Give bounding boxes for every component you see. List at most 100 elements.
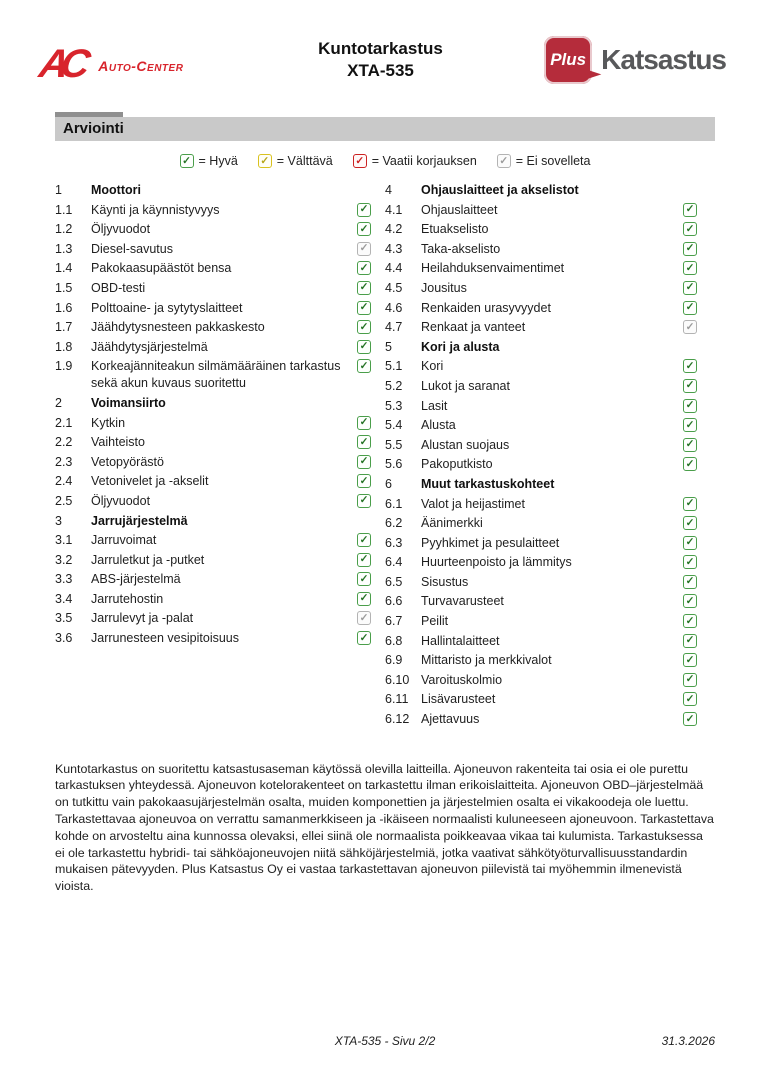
legend-label: = Ei sovelleta [515,154,591,168]
report-title-line1: Kuntotarkastus [318,39,443,58]
item-number: 3.1 [55,533,73,548]
legend-label: = Hyvä [198,154,238,168]
item-label: Jarrujärjestelmä [91,513,188,528]
checklist-row: 5.4 Alusta ✓ [385,417,697,434]
item-label: Mittaristo ja merkkivalot [421,653,552,668]
section-title: Arviointi [63,120,124,137]
checklist-row: 2.5 Öljyvuodot ✓ [55,493,371,510]
status-checkbox-good-icon: ✓ [357,572,371,587]
status-checkbox-good-icon: ✓ [683,359,697,374]
item-number: 1.9 [55,359,73,374]
item-number: 2.3 [55,454,73,469]
item-number: 4.1 [385,202,403,217]
item-label: Etuakselisto [421,222,489,237]
checklist-row: 3.2 Jarruletkut ja -putket ✓ [55,552,371,569]
item-label: Hallintalaitteet [421,633,500,648]
legend-checkbox-fair-icon: ✓ [257,154,272,168]
item-number: 3.3 [55,572,73,587]
item-number: 5.5 [385,437,403,452]
item-number: 6.4 [385,555,403,570]
item-number: 5.3 [385,398,403,413]
checklist-row: 1.4 Pakokaasupäästöt bensa ✓ [55,260,371,277]
plus-logo-tail-icon [583,63,602,80]
status-checkbox-good-icon: ✓ [683,535,697,550]
status-checkbox-good-icon: ✓ [357,300,371,315]
checklist-row: 1.3 Diesel-savutus ✓ [55,241,371,258]
page-footer: XTA-535 - Sivu 2/2 31.3.2026 [55,1034,715,1048]
item-number: 5 [385,339,392,354]
status-checkbox-good-icon: ✓ [683,574,697,589]
item-label: Korkeajänniteakun silmämääräinen tarkast… [91,359,341,391]
checklist-row: 4.4 Heilahduksenvaimentimet ✓ [385,260,697,277]
item-label: Renkaiden urasyvyydet [421,300,551,315]
status-checkbox-good-icon: ✓ [683,457,697,472]
item-number: 6.5 [385,574,403,589]
checklist-row: 5.1 Kori ✓ [385,358,697,375]
legend-item: ✓ = Ei sovelleta [496,154,591,168]
checklist-row: 4.6 Renkaiden urasyvyydet ✓ [385,300,697,317]
status-checkbox-good-icon: ✓ [357,320,371,335]
status-checkbox-good-icon: ✓ [683,633,697,648]
item-label: Peilit [421,614,449,629]
checklist-row: 1.9 Korkeajänniteakun silmämääräinen tark… [55,358,371,392]
status-checkbox-good-icon: ✓ [683,614,697,629]
checklist-row: 4.5 Jousitus ✓ [385,280,697,297]
status-checkbox-good-icon: ✓ [683,712,697,727]
item-number: 1.7 [55,320,73,335]
page-number: XTA-535 - Sivu 2/2 [334,1034,436,1048]
checklist-row: 4.3 Taka-akselisto ✓ [385,241,697,258]
checklist-row: 6.4 Huurteenpoisto ja lämmitys ✓ [385,554,697,571]
legend-checkbox-good-icon: ✓ [179,154,194,168]
status-checkbox-good-icon: ✓ [357,435,371,450]
status-checkbox-na-icon: ✓ [357,241,371,256]
item-number: 1.5 [55,280,73,295]
legend-item: ✓ = Hyvä [179,154,238,168]
item-number: 5.1 [385,359,403,374]
item-number: 6.7 [385,614,403,629]
status-checkbox-good-icon: ✓ [357,552,371,567]
section-header-row: 1 Moottori [55,182,371,199]
inspection-checklist: 1 Moottori 1.1 Käynti ja käynnistyvyys ✓ 1.2 Ö… [55,182,715,731]
status-checkbox-na-icon: ✓ [683,320,697,335]
item-label: Jäähdytysjärjestelmä [91,339,208,354]
checklist-row: 5.3 Lasit ✓ [385,398,697,415]
checklist-row: 6.9 Mittaristo ja merkkivalot ✓ [385,652,697,669]
item-number: 4.6 [385,300,403,315]
legend-label: = Vaatii korjauksen [371,154,477,168]
item-label: Jarrutehostin [91,591,164,606]
item-label: Jarrunesteen vesipitoisuus [91,631,239,646]
checklist-row: 1.8 Jäähdytysjärjestelmä ✓ [55,339,371,356]
item-number: 4.3 [385,241,403,256]
status-checkbox-good-icon: ✓ [683,261,697,276]
checklist-row: 6.11 Lisävarusteet ✓ [385,691,697,708]
item-number: 1.3 [55,241,73,256]
checklist-row: 2.2 Vaihteisto ✓ [55,434,371,451]
section-header-row: 5 Kori ja alusta [385,339,697,356]
status-checkbox-good-icon: ✓ [357,533,371,548]
checklist-row: 1.1 Käynti ja käynnistyvyys ✓ [55,202,371,219]
checklist-row: 3.3 ABS-järjestelmä ✓ [55,571,371,588]
item-number: 6.9 [385,653,403,668]
status-checkbox-good-icon: ✓ [357,474,371,489]
checklist-row: 4.2 Etuakselisto ✓ [385,221,697,238]
item-number: 3.6 [55,631,73,646]
checklist-row: 4.7 Renkaat ja vanteet ✓ [385,319,697,336]
item-number: 2.5 [55,493,73,508]
legend-item: ✓ = Välttävä [257,154,333,168]
checklist-row: 2.4 Vetonivelet ja -akselit ✓ [55,473,371,490]
item-label: Lisävarusteet [421,692,496,707]
item-label: Kori [421,359,444,374]
item-label: Jäähdytysnesteen pakkaskesto [91,320,265,335]
item-label: Öljyvuodot [91,222,151,237]
item-label: Vetopyörästö [91,454,164,469]
checklist-row: 1.2 Öljyvuodot ✓ [55,221,371,238]
status-checkbox-good-icon: ✓ [357,202,371,217]
item-number: 2.2 [55,435,73,450]
checklist-row: 1.5 OBD-testi ✓ [55,280,371,297]
legend-checkbox-na-icon: ✓ [496,154,511,168]
plus-logo-badge-icon: Plus [544,36,602,84]
item-label: Jarruletkut ja -putket [91,552,205,567]
item-label: Taka-akselisto [421,241,501,256]
auto-center-logo: AC Auto-Center [36,42,255,86]
checklist-row: 6.2 Äänimerkki ✓ [385,515,697,532]
